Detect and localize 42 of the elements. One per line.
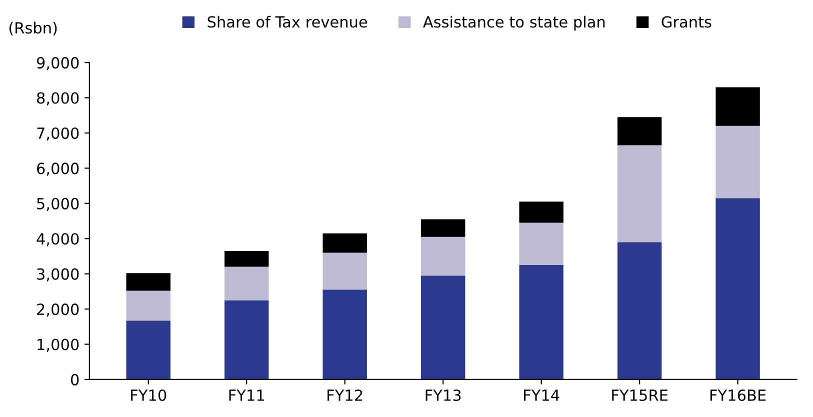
x-tick-label: FY11 <box>229 390 264 401</box>
bar <box>224 300 269 380</box>
x-tick-label: FY16BE <box>710 389 766 402</box>
bar <box>126 320 170 380</box>
bar <box>716 87 760 126</box>
x-tick-label: FY13 <box>426 389 461 402</box>
bar <box>519 202 564 223</box>
bar <box>617 117 662 146</box>
y-tick-label: 6,000 <box>37 162 79 176</box>
x-tick-label: FY12 <box>328 389 362 401</box>
legend-label: Grants <box>662 16 712 28</box>
x-tick-label: FY15RE <box>612 390 668 402</box>
x-tick-label: FY14 <box>524 390 560 401</box>
bar <box>716 126 760 198</box>
bar <box>519 265 564 380</box>
bar <box>126 273 170 291</box>
y-tick-label: 7,000 <box>37 127 79 141</box>
bar <box>617 145 662 242</box>
bar <box>519 222 564 266</box>
x-tick-label: FY10 <box>131 389 166 402</box>
bar <box>224 250 269 267</box>
y-tick-label: 2,000 <box>37 304 79 317</box>
y-tick-label: 5,000 <box>37 198 79 211</box>
bar <box>716 198 760 380</box>
legend-label: Assistance to state plan <box>423 16 605 31</box>
bar <box>420 276 466 380</box>
y-tick-label: 3,000 <box>37 268 79 282</box>
bar <box>126 290 170 321</box>
bar <box>322 290 367 380</box>
bar <box>617 242 662 380</box>
bar <box>420 236 466 276</box>
y-tick-label: 0 <box>70 374 79 386</box>
legend-label: Share of Tax revenue <box>208 16 368 28</box>
y-tick-label: 1,000 <box>38 338 79 352</box>
bar <box>224 266 269 300</box>
y-axis-title: (Rsbn) <box>9 22 57 36</box>
bar <box>322 233 367 253</box>
y-tick-label: 9,000 <box>36 57 79 70</box>
y-tick-label: 4,000 <box>36 233 79 246</box>
y-tick-label: 8,000 <box>37 92 79 106</box>
bar <box>420 219 466 237</box>
bar <box>322 252 367 290</box>
